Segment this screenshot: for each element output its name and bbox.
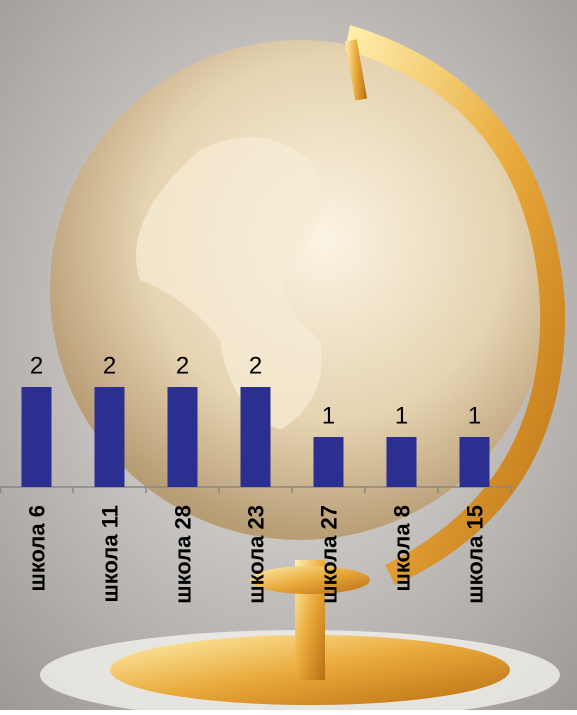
data-label: 2 [176, 352, 189, 379]
data-label: 2 [249, 352, 262, 379]
bar [459, 437, 490, 487]
data-label: 1 [322, 402, 335, 429]
bar [21, 387, 52, 487]
data-label: 2 [30, 352, 43, 379]
bar [94, 387, 125, 487]
x-tick-label: школа 23 [243, 505, 268, 604]
x-tick-label: школа 28 [170, 505, 195, 604]
data-label: 1 [395, 402, 408, 429]
x-tick-label: школа 6 [24, 505, 49, 592]
bar [313, 437, 344, 487]
x-tick-label: школа 8 [389, 505, 414, 592]
x-tick-label: школа 27 [316, 505, 341, 604]
data-label: 2 [103, 352, 116, 379]
x-tick-label: школа 15 [462, 505, 487, 604]
bar [386, 437, 417, 487]
x-tick-label: школа 11 [97, 505, 122, 603]
bar [240, 387, 271, 487]
data-label: 1 [468, 402, 481, 429]
bar [167, 387, 198, 487]
